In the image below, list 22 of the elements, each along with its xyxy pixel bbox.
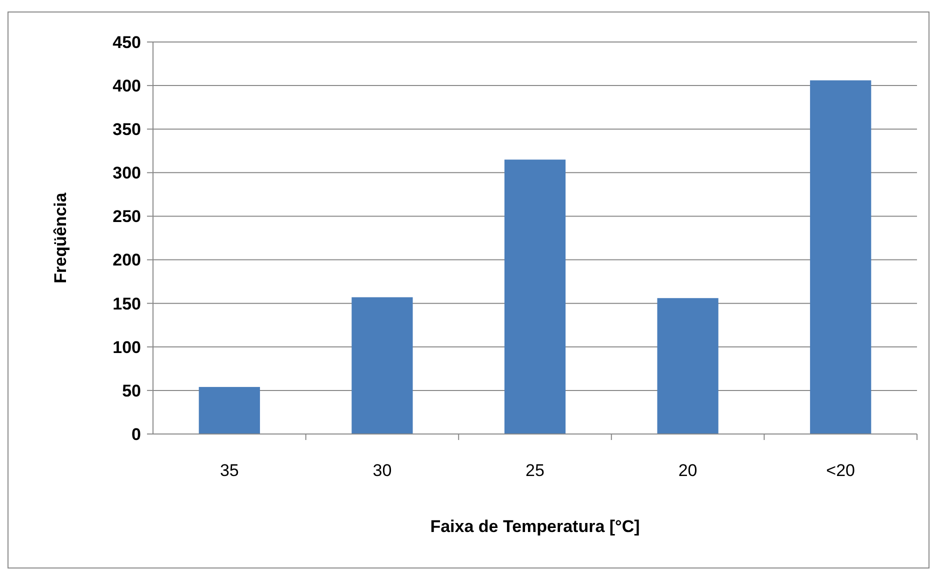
- y-tick-label: 250: [112, 207, 141, 226]
- x-tick-label: 35: [220, 461, 239, 480]
- y-axis-title: Freqüência: [51, 192, 70, 284]
- x-tick-label: 20: [678, 461, 698, 480]
- bar: [352, 297, 413, 434]
- bar: [657, 298, 718, 434]
- y-tick-label: 300: [112, 164, 141, 183]
- y-tick-label: 450: [112, 32, 141, 52]
- bar: [810, 80, 872, 434]
- y-tick-label: 350: [112, 120, 141, 140]
- y-tick-label: 400: [112, 76, 141, 96]
- x-axis-title: Faixa de Temperatura [°C]: [430, 517, 640, 536]
- x-tick-label: <20: [826, 461, 856, 480]
- bar: [198, 386, 260, 434]
- bar: [504, 160, 566, 434]
- x-tick-label: 30: [372, 461, 392, 480]
- y-tick-label: 50: [122, 381, 141, 400]
- y-tick-label: 150: [112, 294, 141, 314]
- x-tick-label: 25: [526, 461, 544, 480]
- y-tick-label: 200: [112, 250, 141, 270]
- y-tick-label: 0: [132, 424, 141, 444]
- y-tick-label: 100: [112, 338, 141, 357]
